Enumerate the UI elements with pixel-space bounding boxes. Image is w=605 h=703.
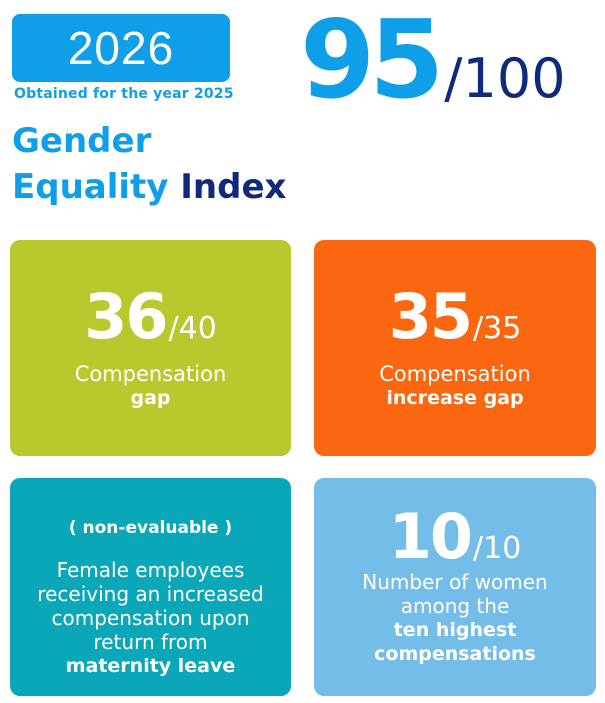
card-score-max: /35 <box>473 311 522 346</box>
card-description: Compensation gap <box>10 362 291 410</box>
card-desc-line: Female employees <box>56 558 245 582</box>
title-line-2a: Equality <box>12 167 169 207</box>
year-badge: 2026 <box>12 14 230 82</box>
card-desc-strong: increase gap <box>386 387 524 409</box>
title-line-1: Gender <box>12 121 152 161</box>
card-description: Compensation increase gap <box>314 362 596 410</box>
card-desc-line: Number of women <box>362 570 548 594</box>
card-score: 36 /40 <box>10 280 291 353</box>
obtained-caption: Obtained for the year 2025 <box>14 86 234 102</box>
card-desc-line: among the <box>400 594 510 618</box>
card-desc-strong: ten highest <box>393 619 517 641</box>
non-evaluable-label: ( non-evaluable ) <box>68 518 233 538</box>
card-desc-line: Compensation <box>379 362 531 386</box>
overall-score: 95 /100 <box>300 0 566 128</box>
card-desc-line: return from <box>93 630 208 654</box>
card-score-max: /10 <box>473 531 522 566</box>
card-desc-line: receiving an increased <box>37 582 264 606</box>
card-score: 35 /35 <box>314 280 596 353</box>
card-desc-line: compensation upon <box>51 606 250 630</box>
card-description: Female employees receiving an increased … <box>10 558 291 678</box>
page-title: Gender Equality Index <box>12 118 286 210</box>
title-line-2b: Index <box>180 167 287 207</box>
card-score-value: 35 <box>388 280 473 353</box>
card-desc-line: Compensation <box>74 362 227 386</box>
card-women-highest-compensations: 10 /10 Number of women among the ten hig… <box>314 478 596 696</box>
card-compensation-gap: 36 /40 Compensation gap <box>10 240 291 456</box>
card-score: 10 /10 <box>314 500 596 573</box>
card-score-value: 36 <box>84 280 168 353</box>
card-desc-strong: compensations <box>374 643 536 665</box>
card-compensation-increase-gap: 35 /35 Compensation increase gap <box>314 240 596 456</box>
overall-score-value: 95 <box>300 0 444 123</box>
card-maternity-leave: ( non-evaluable ) Female employees recei… <box>10 478 291 696</box>
card-description: Number of women among the ten highest co… <box>314 570 596 666</box>
card-desc-strong: gap <box>130 387 171 409</box>
card-desc-strong: maternity leave <box>65 655 236 677</box>
card-score-value: 10 <box>388 500 473 573</box>
overall-score-max: /100 <box>444 47 566 110</box>
card-score-max: /40 <box>168 311 217 346</box>
